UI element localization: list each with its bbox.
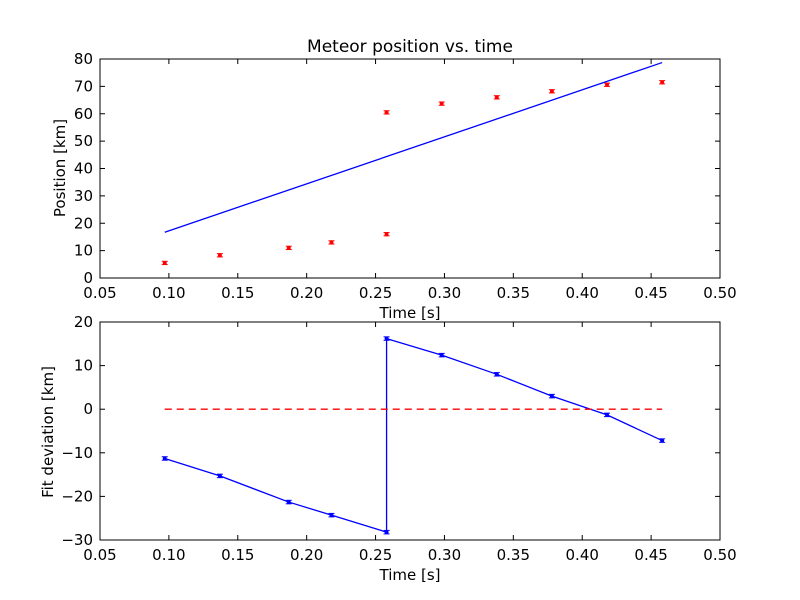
deviation-chart-xtick-label: 0.10 [152, 546, 185, 564]
position-chart-xtick-label: 0.20 [290, 284, 323, 302]
deviation-chart-xtick-label: 0.05 [83, 546, 116, 564]
deviation-chart-data-point [549, 394, 554, 399]
position-chart-ylabel: Position [km] [51, 119, 69, 217]
position-chart-data-point [660, 80, 665, 85]
deviation-chart-ytick-label: 10 [74, 357, 93, 375]
deviation-chart-data-point [217, 473, 222, 478]
deviation-chart-ticks: 0.05 0.10 0.15 0.20 0.25 0.30 0.35 0.40 0.45 0.50… [61, 313, 736, 564]
position-chart-data-point [549, 89, 554, 94]
deviation-chart-xtick-label: 0.15 [221, 546, 254, 564]
position-chart: Meteor position vs. time Time [s] Positi… [51, 37, 737, 322]
deviation-chart-data-point [494, 372, 499, 377]
deviation-chart-ytick-label: −10 [61, 444, 93, 462]
position-chart-xlabel: Time [s] [379, 304, 441, 322]
deviation-chart-xtick-label: 0.30 [428, 546, 461, 564]
position-chart-ytick-label: 30 [74, 187, 93, 205]
deviation-chart-xtick-label: 0.20 [290, 546, 323, 564]
deviation-chart-data-point [162, 456, 167, 461]
position-chart-data-point [329, 240, 334, 245]
deviation-chart-xtick-label: 0.40 [566, 546, 599, 564]
deviation-chart-xtick-label: 0.35 [497, 546, 530, 564]
position-chart-data-point [439, 101, 444, 106]
position-chart-xtick-label: 0.05 [83, 284, 116, 302]
position-chart-xtick-label: 0.15 [221, 284, 254, 302]
deviation-chart-xtick-label: 0.45 [634, 546, 667, 564]
position-chart-xtick-label: 0.25 [359, 284, 392, 302]
position-chart-xtick-label: 0.50 [703, 284, 736, 302]
position-chart-ytick-label: 50 [74, 132, 93, 150]
position-chart-data-point [217, 253, 222, 258]
deviation-chart-xtick-label: 0.25 [359, 546, 392, 564]
position-chart-ytick-label: 70 [74, 77, 93, 95]
position-chart-ytick-label: 10 [74, 242, 93, 260]
deviation-chart-data-point [439, 353, 444, 358]
position-chart-xtick-label: 0.45 [634, 284, 667, 302]
position-chart-data-point [384, 110, 389, 115]
position-chart-data-point [384, 232, 389, 237]
position-chart-series-1-line [164, 61, 663, 233]
deviation-chart-xlabel: Time [s] [379, 566, 441, 584]
position-chart-ytick-label: 80 [74, 50, 93, 68]
deviation-chart-data-point [384, 336, 389, 341]
deviation-chart-ytick-label: −20 [61, 487, 93, 505]
position-chart-ytick-label: 40 [74, 160, 93, 178]
deviation-chart-data-point [605, 412, 610, 417]
position-chart-data-point [494, 95, 499, 100]
position-chart-xtick-label: 0.35 [497, 284, 530, 302]
deviation-chart: Time [s] Fit deviation [km] 0.05 0.10 0.15… [39, 313, 737, 584]
deviation-chart-ytick-label: 20 [74, 313, 93, 331]
position-chart-ytick-label: 60 [74, 105, 93, 123]
position-chart-ytick-label: 0 [83, 269, 93, 287]
position-chart-xtick-label: 0.10 [152, 284, 185, 302]
deviation-chart-frame [99, 321, 721, 541]
deviation-chart-ytick-label: −30 [61, 531, 93, 549]
deviation-chart-marks [161, 336, 666, 535]
deviation-chart-xtick-label: 0.50 [703, 546, 736, 564]
deviation-chart-data-point [384, 530, 389, 535]
position-chart-xtick-label: 0.40 [566, 284, 599, 302]
position-chart-marks [161, 61, 666, 266]
position-chart-data-point [605, 82, 610, 87]
position-chart-ticks: 0.05 0.10 0.15 0.20 0.25 0.30 0.35 0.40 0.45 0.50… [74, 50, 737, 302]
deviation-chart-data-point [329, 513, 334, 518]
position-chart-frame [99, 58, 721, 279]
position-chart-xtick-label: 0.30 [428, 284, 461, 302]
position-chart-title: Meteor position vs. time [307, 37, 513, 57]
deviation-chart-ytick-label: 0 [83, 400, 93, 418]
position-chart-data-point [162, 260, 167, 265]
position-chart-data-point [286, 245, 291, 250]
position-chart-ytick-label: 20 [74, 214, 93, 232]
deviation-chart-data-point [286, 500, 291, 505]
deviation-chart-data-point [660, 438, 665, 443]
deviation-chart-ylabel: Fit deviation [km] [39, 366, 57, 498]
